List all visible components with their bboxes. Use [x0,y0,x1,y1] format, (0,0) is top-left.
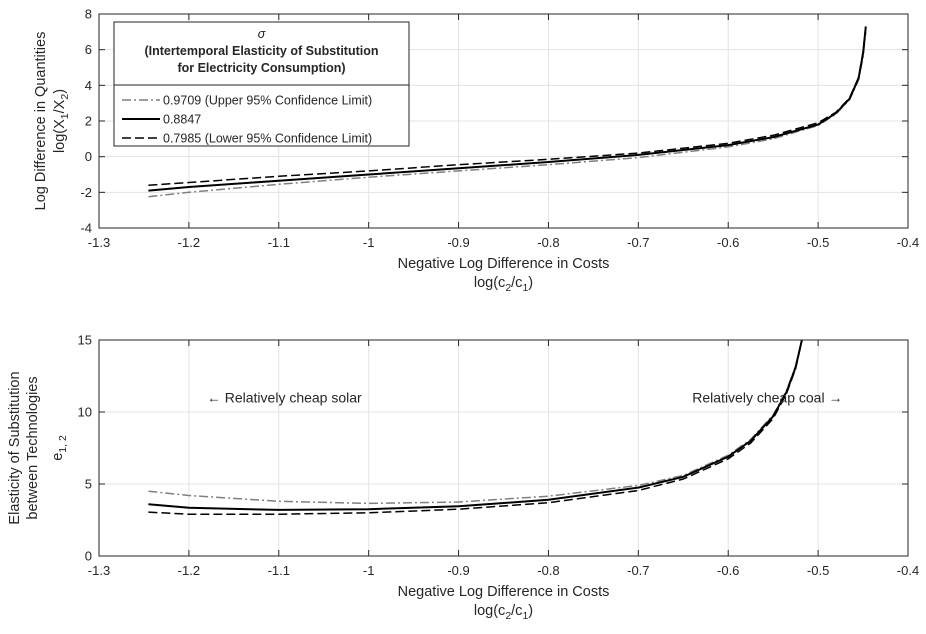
series-line-dashdot [148,31,867,198]
x-tick-label: -1 [363,563,375,578]
y-tick-label: 15 [78,333,92,348]
y-tick-label: 5 [85,477,92,492]
legend-title-line: (Intertemporal Elasticity of Substitutio… [144,44,378,58]
x-tick-label: -0.8 [537,235,559,250]
y-tick-label: 2 [85,114,92,129]
x-tick-label: -0.5 [807,235,829,250]
y-tick-label: 10 [78,405,92,420]
x-tick-label: -0.7 [627,563,649,578]
top-chart-panel: -1.3 -1.2 -1.1 -1 -0.9 -0.8 -0.7 -0.6 -0.5 -0.4 -4… [33,7,919,295]
legend-entry-label: 0.8847 [163,113,201,127]
series-line-dashed [148,26,867,186]
axes-frame [98,13,909,229]
axes-frame [98,339,909,557]
x-tick-label: -1.1 [268,235,290,250]
y-axis-label: Elasticity of Substitution [7,371,23,524]
x-tick-label: -0.7 [627,235,649,250]
y-axis-sublabel: e1, 2 [50,435,69,461]
x-tick-label: -1 [363,235,375,250]
x-tick-label: -1.1 [268,563,290,578]
y-tick-label: -4 [80,221,92,236]
legend-title-line: for Electricity Consumption) [177,61,345,75]
x-tick-label: -0.6 [717,563,739,578]
x-axis-sublabel: log(c2/c1) [474,603,533,622]
y-tick-label: 6 [85,42,92,57]
y-axis-label-line2: between Technologies [25,376,41,519]
x-tick-label: -0.8 [537,563,559,578]
x-axis-label: Negative Log Difference in Costs [398,584,610,600]
annotation-text: ← Relatively cheap solar [207,390,362,406]
plot-area [99,340,908,556]
x-tick-label: -0.6 [717,235,739,250]
x-tick-label: -0.9 [447,563,469,578]
bottom-chart-panel: -1.3 -1.2 -1.1 -1 -0.9 -0.8 -0.7 -0.6 -0.5 -0.4 0 5… [7,333,919,623]
x-tick-label: -0.4 [897,563,919,578]
legend-entry-label: 0.9709 (Upper 95% Confidence Limit) [163,94,372,108]
y-axis-label: Log Difference in Quantities [33,32,49,211]
y-tick-label: 4 [85,78,92,93]
x-tick-label: -0.9 [447,235,469,250]
x-tick-label: -0.5 [807,563,829,578]
series-line-solid [148,339,803,511]
legend: σ (Intertemporal Elasticity of Substituti… [113,21,410,147]
x-tick-label: -1.3 [88,235,110,250]
annotation-text: Relatively cheap coal → [692,390,842,406]
x-tick-label: -1.2 [178,563,200,578]
x-tick-label: -1.2 [178,235,200,250]
legend-title-symbol: σ [258,27,266,41]
y-axis-sublabel: log(X1/X2) [52,89,71,153]
legend-box [113,21,410,147]
legend-entry-label: 0.7985 (Lower 95% Confidence Limit) [163,132,372,146]
x-axis-sublabel: log(c2/c1) [474,275,533,294]
series-line-dashed [148,339,803,515]
y-tick-label: 8 [85,7,92,22]
x-axis-label: Negative Log Difference in Costs [398,256,610,272]
y-tick-label: 0 [85,549,92,564]
y-tick-label: -2 [80,185,92,200]
y-tick-label: 0 [85,149,92,164]
x-tick-label: -1.3 [88,563,110,578]
x-tick-label: -0.4 [897,235,919,250]
